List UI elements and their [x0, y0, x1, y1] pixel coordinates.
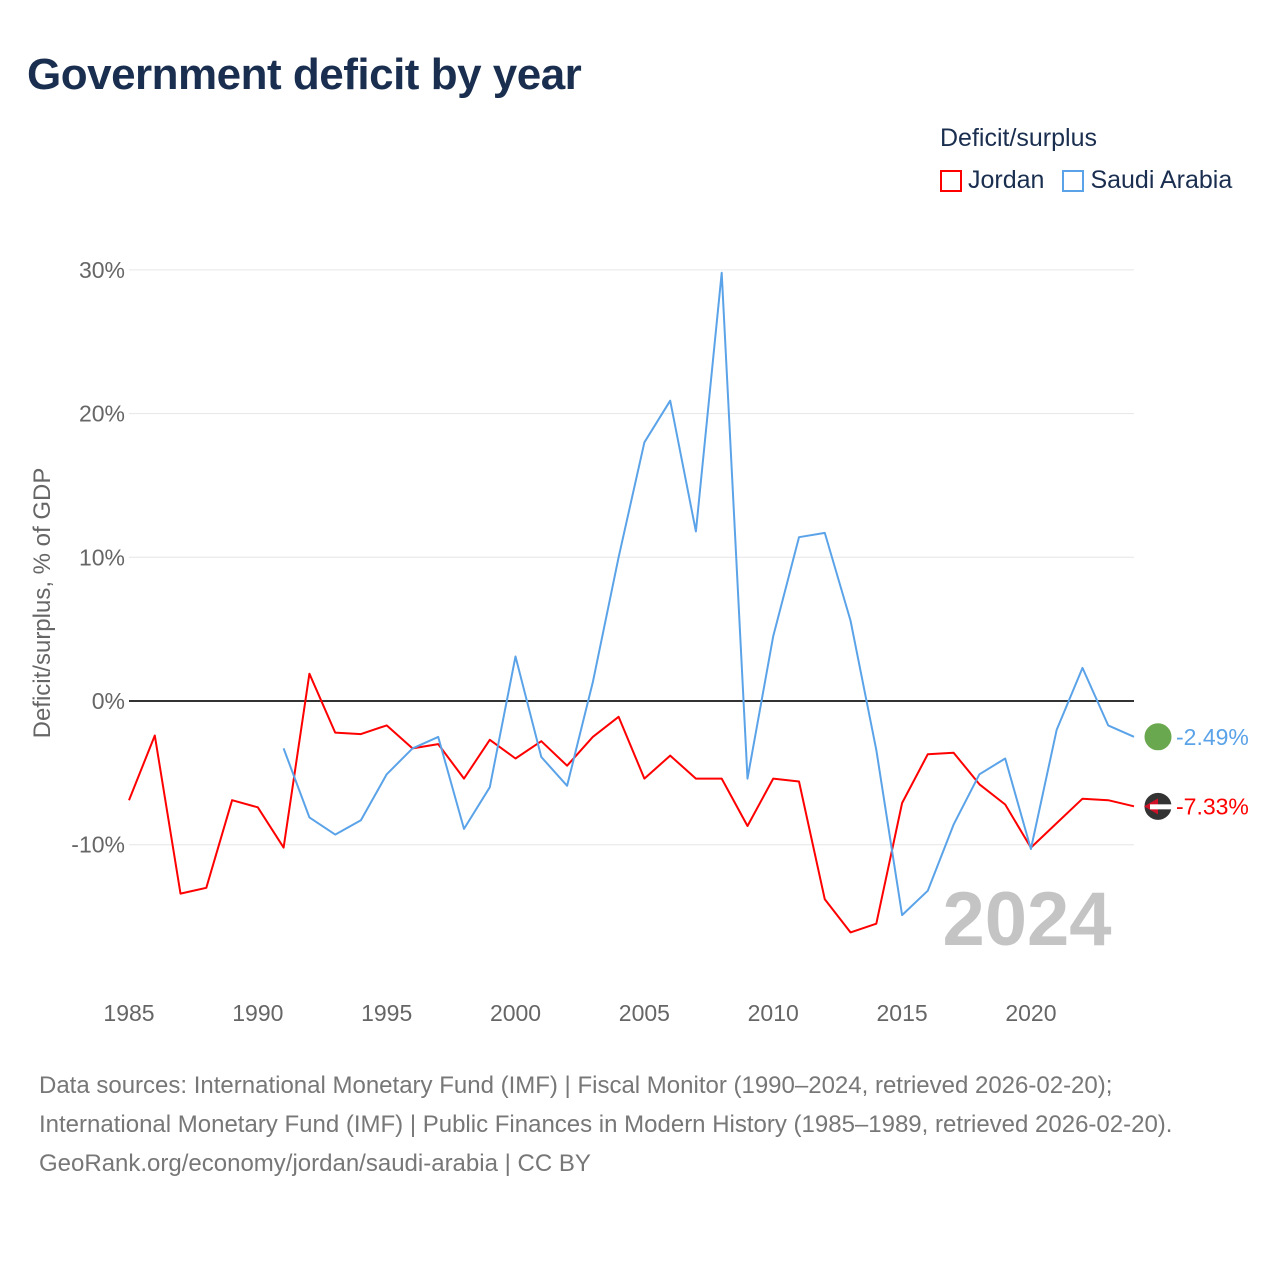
x-tick-label: 2015 [876, 1000, 927, 1026]
end-value-label: -7.33% [1176, 793, 1249, 819]
x-tick-label: 2005 [619, 1000, 670, 1026]
flag-icon-saudi-arabia [1143, 722, 1173, 752]
y-axis-label: Deficit/surplus, % of GDP [29, 468, 56, 739]
x-tick-label: 2010 [748, 1000, 799, 1026]
footer: Data sources: International Monetary Fun… [39, 1066, 1239, 1183]
legend-item-jordan[interactable]: Jordan [940, 166, 1044, 195]
x-tick-label: 1995 [361, 1000, 412, 1026]
y-tick-label: 20% [79, 401, 125, 427]
flag-stripe [1150, 804, 1172, 810]
y-tick-label: -10% [71, 832, 125, 858]
credit-link[interactable]: GeoRank.org/economy/jordan/saudi-arabia … [39, 1150, 591, 1177]
legend-item-saudi-arabia[interactable]: Saudi Arabia [1062, 166, 1232, 195]
legend-title: Deficit/surplus [940, 124, 1097, 152]
year-watermark: 2024 [942, 877, 1111, 962]
y-tick-label: 30% [79, 257, 125, 283]
data-sources: Data sources: International Monetary Fun… [39, 1072, 1173, 1138]
legend: Jordan Saudi Arabia [940, 166, 1232, 195]
legend-swatch-jordan [940, 169, 962, 192]
legend-label: Saudi Arabia [1090, 166, 1233, 194]
series-line-saudi-arabia [282, 271, 1135, 917]
legend-swatch-saudi-arabia [1062, 169, 1085, 192]
x-tick-label: 2000 [490, 1000, 541, 1026]
x-tick-label: 2020 [1005, 1000, 1056, 1026]
y-tick-label: 10% [79, 544, 125, 570]
line-chart: Deficit/surplus, % of GDP 30% 20% 10% 0% -10… [29, 257, 1249, 1026]
end-value-label: -2.49% [1176, 724, 1249, 750]
x-tick-label: 1985 [103, 1000, 154, 1026]
series-line-jordan [128, 672, 1135, 934]
x-tick-label: 1990 [232, 1000, 283, 1026]
chart-title: Government deficit by year [27, 50, 582, 99]
y-tick-label: 0% [92, 688, 125, 714]
legend-label: Jordan [968, 166, 1045, 194]
